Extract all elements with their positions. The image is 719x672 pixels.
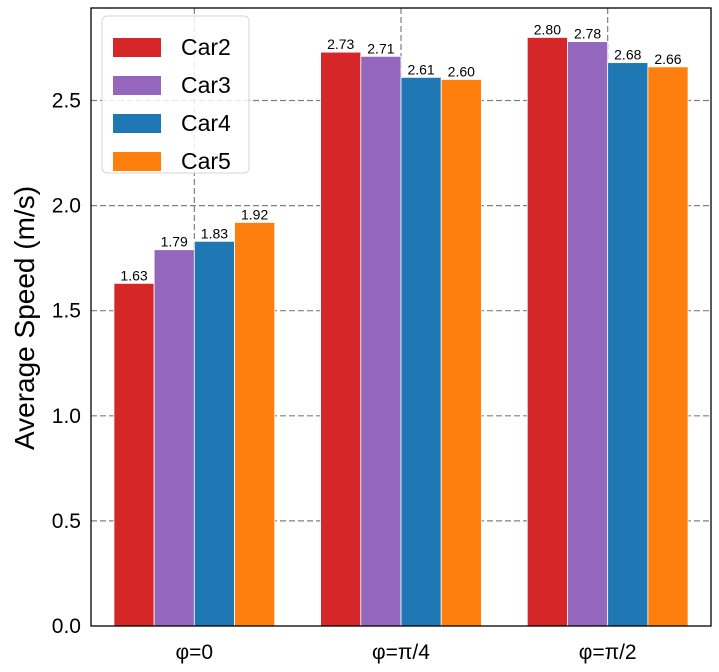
bar-car2 (113, 282, 155, 627)
bar-value-label: 1.79 (161, 234, 188, 250)
legend-label: Car5 (181, 148, 231, 174)
legend-swatch (113, 114, 161, 133)
x-tick-label: φ=π/4 (372, 641, 430, 664)
legend-label: Car2 (181, 34, 231, 60)
bar-car4 (400, 76, 442, 627)
bar-value-labels: 1.63 2.73 2.80 1.79 2.71 2.78 1.83 2.61 2.68 1.92… (120, 21, 681, 283)
y-tick-label: 2.5 (52, 89, 81, 112)
bar-car3 (360, 55, 402, 627)
bar-value-label: 2.80 (534, 21, 561, 37)
legend-swatch (113, 76, 161, 95)
bar-car5 (647, 66, 689, 627)
bar-value-label: 2.61 (407, 61, 434, 77)
legend-label: Car3 (181, 72, 231, 98)
bar-value-label: 2.73 (327, 36, 354, 52)
bar-car3 (567, 41, 609, 627)
bar-car3 (153, 249, 195, 627)
bar-value-label: 1.63 (120, 267, 147, 283)
bar-value-label: 2.68 (614, 47, 641, 63)
y-axis-label: Average Speed (m/s) (9, 186, 40, 450)
plot-frame (90, 7, 712, 627)
x-tick-label: φ=0 (176, 641, 214, 664)
bar-car2 (526, 37, 568, 627)
y-tick-label: 1.0 (52, 405, 81, 428)
y-tick-label: 1.5 (52, 300, 81, 323)
bar-car5 (440, 79, 482, 627)
bar-value-label: 1.92 (241, 206, 268, 222)
legend: Car2 Car3 Car4 Car5 (101, 15, 250, 174)
bar-value-label: 2.60 (448, 63, 475, 79)
legend-swatch (113, 38, 161, 57)
axes: 0.0 0.5 1.0 1.5 2.0 2.5 φ=0 φ=π/4 φ=π/2 (52, 7, 712, 664)
bar-car5 (234, 222, 276, 627)
bar-value-label: 2.78 (574, 26, 601, 42)
bar-car4 (193, 240, 235, 627)
legend-swatch (113, 152, 161, 171)
x-tick-label: φ=π/2 (579, 641, 637, 664)
bars (113, 37, 689, 627)
bar-car2 (320, 51, 362, 627)
bar-value-label: 1.83 (201, 225, 228, 241)
bar-value-label: 2.71 (367, 40, 394, 56)
y-tick-label: 2.0 (52, 195, 81, 218)
y-tick-label: 0.0 (52, 615, 81, 638)
bar-value-label: 2.66 (654, 51, 681, 67)
bar-car4 (607, 62, 649, 627)
y-tick-label: 0.5 (52, 510, 81, 533)
legend-label: Car4 (181, 110, 231, 136)
